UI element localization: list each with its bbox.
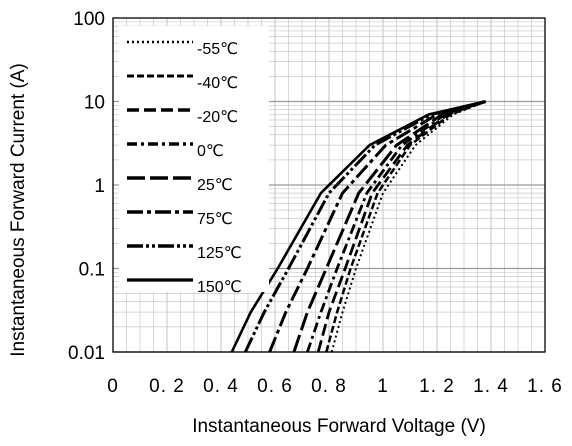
x-tick-label: 0. 2 [149, 376, 185, 397]
series-line [230, 100, 486, 353]
legend-background [119, 26, 269, 292]
plot-frame [112, 17, 546, 353]
legend-label: 25℃ [197, 177, 233, 194]
y-tick-label: 1 [94, 176, 105, 197]
x-tick-label: 1 [377, 376, 389, 397]
legend-label: 125℃ [197, 245, 242, 262]
series-layer [230, 100, 487, 353]
y-tick-label: 100 [73, 9, 105, 30]
series-line [330, 100, 486, 353]
x-tick-label: 1. 2 [419, 376, 455, 397]
x-tick-label: 1. 6 [527, 376, 563, 397]
legend: -55℃ -40℃ -20℃ 0℃ 25℃ 75℃ 125℃ 150℃ [127, 40, 242, 296]
series-line [268, 100, 486, 353]
legend-label: -55℃ [197, 41, 238, 58]
x-axis-title: Instantaneous Forward Voltage (V) [192, 416, 486, 437]
y-axis-title: Instantaneous Forward Current (A) [8, 63, 29, 357]
series-line [316, 100, 487, 353]
x-tick-label: 0 [107, 376, 119, 397]
x-tick-label: 0. 4 [203, 376, 239, 397]
y-tick-label: 0.01 [68, 343, 105, 364]
y-tick-label: 10 [84, 93, 105, 114]
y-tick-label: 0.1 [79, 260, 105, 281]
x-tick-label: 0. 6 [257, 376, 293, 397]
legend-label: -40℃ [197, 75, 238, 92]
legend-label: 0℃ [197, 143, 224, 160]
legend-label: -20℃ [197, 109, 238, 126]
x-tick-label: 0. 8 [311, 376, 347, 397]
tick-labels: 0 0. 2 0. 4 0. 6 0. 8 1 1. 2 1. 4 1. 6 0.01 0.1 1 10… [68, 9, 563, 397]
legend-label: 150℃ [197, 279, 242, 296]
legend-label: 75℃ [197, 211, 233, 228]
x-tick-label: 1. 4 [473, 376, 509, 397]
series-line [292, 100, 487, 353]
